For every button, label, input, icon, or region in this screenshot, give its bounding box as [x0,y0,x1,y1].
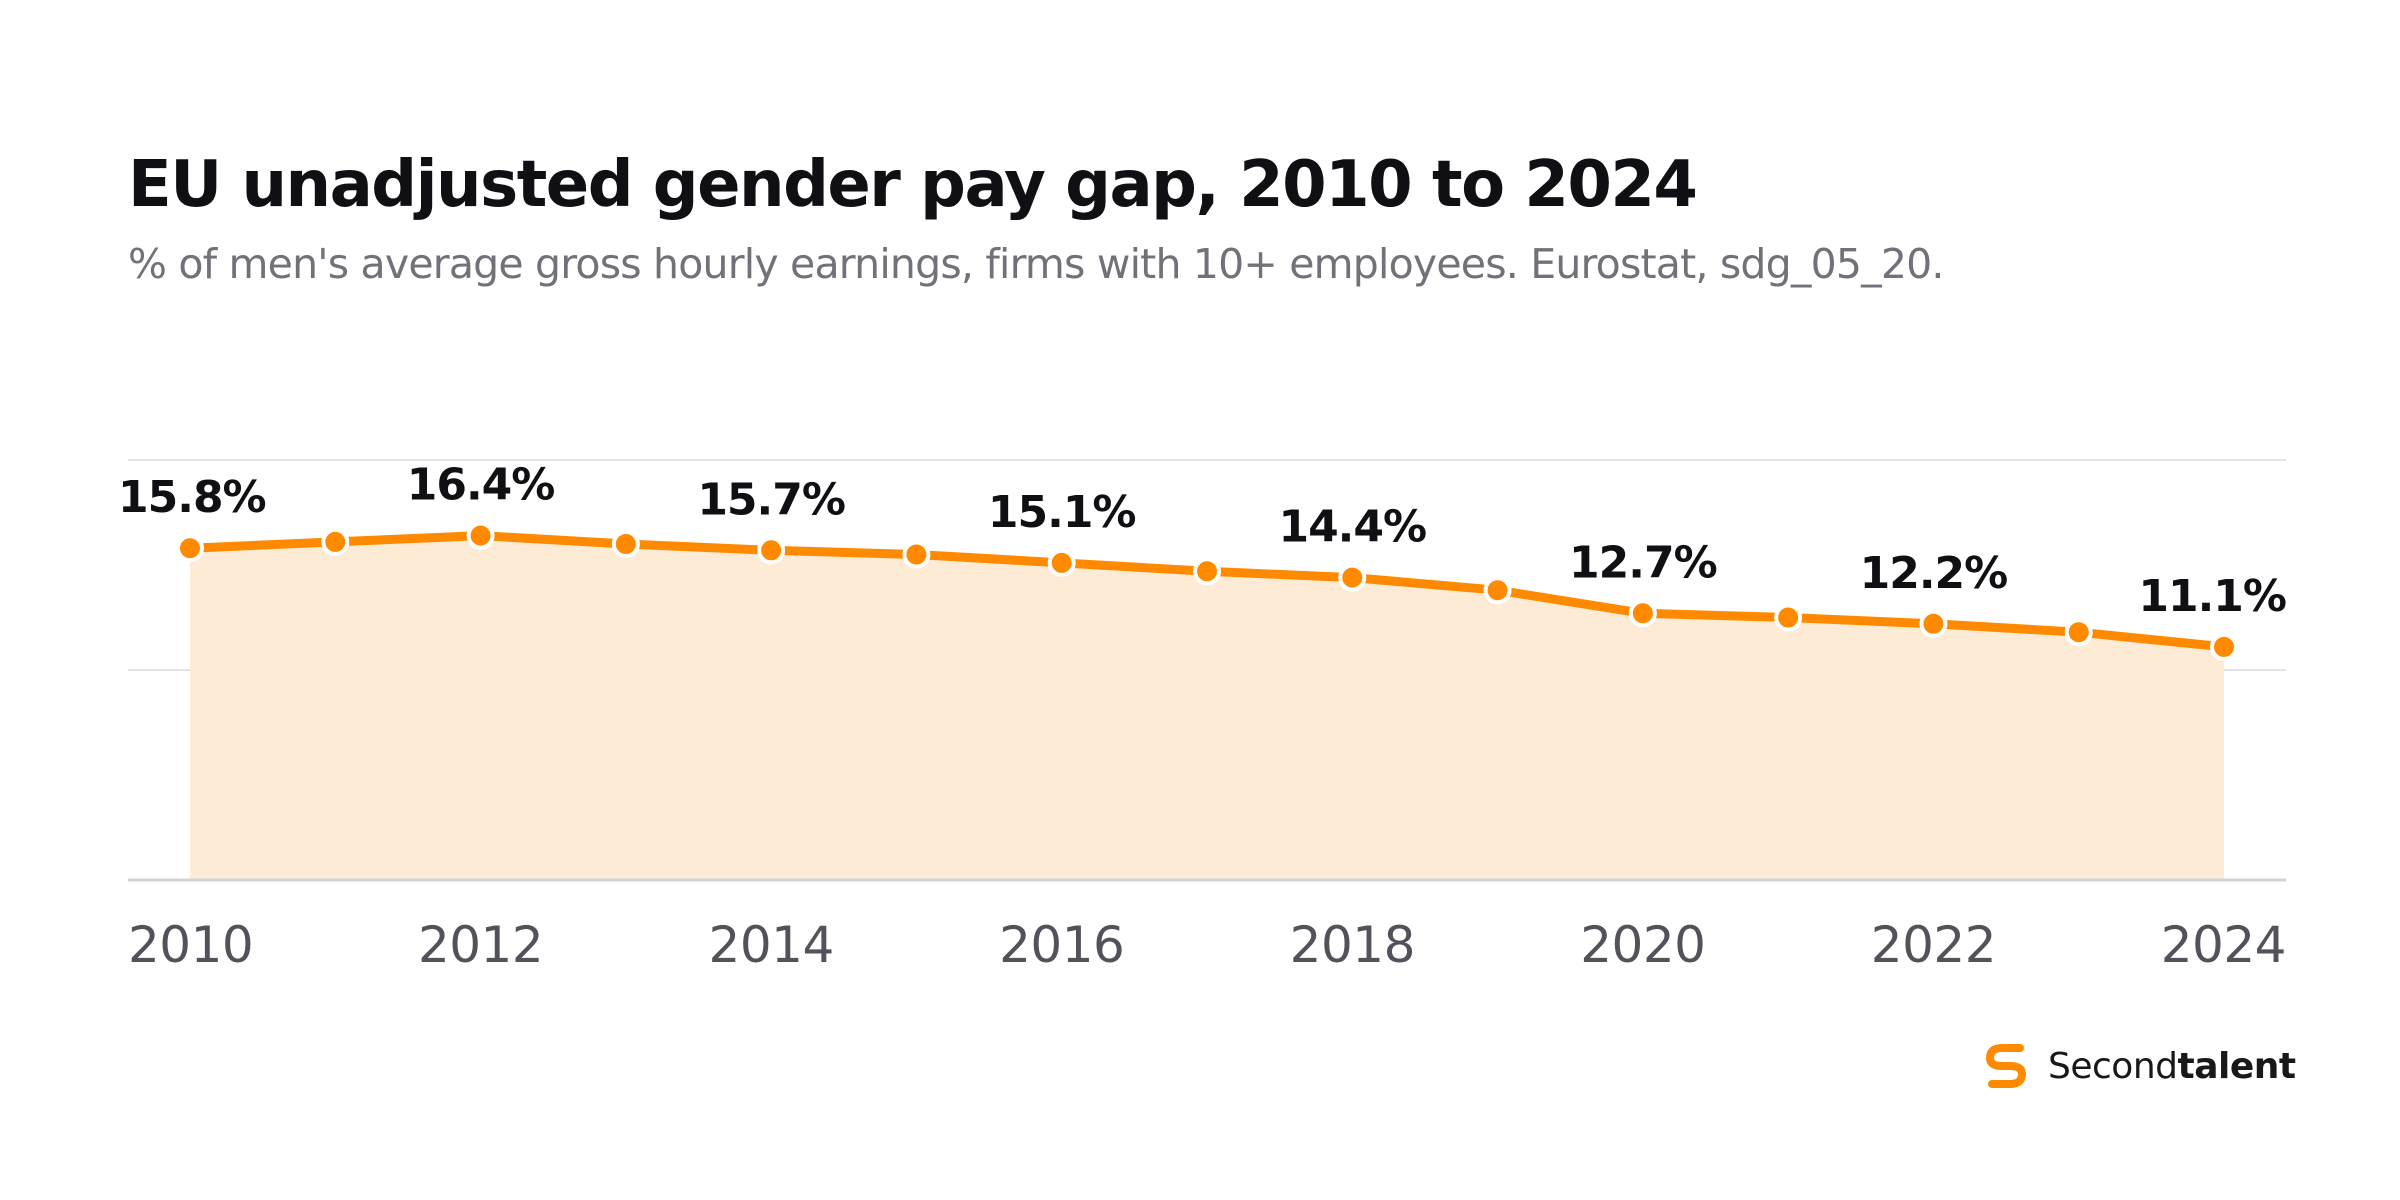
secondtalent-logo-icon [1986,1044,2026,1088]
data-label-2016: 15.1% [988,487,1136,538]
brand-name-regular: Second [2048,1045,2178,1087]
data-label-2018: 14.4% [1278,502,1426,553]
x-tick-label-2020: 2020 [1580,916,1705,974]
x-tick-label-2022: 2022 [1871,916,1996,974]
data-point-2016 [1047,548,1076,577]
x-tick-label-2010: 2010 [128,916,253,974]
data-point-2011 [321,527,350,556]
data-label-2024: 11.1% [2138,571,2286,622]
x-tick-label-2014: 2014 [709,916,834,974]
data-point-2012 [466,521,495,550]
area-fill [190,535,2224,880]
data-point-2017 [1193,557,1221,586]
data-point-2024 [2210,632,2238,661]
data-label-2010: 15.8% [118,472,266,523]
brand-logo: Secondtalent [1980,1040,2296,1092]
brand-name: Secondtalent [2048,1046,2296,1087]
data-point-2023 [2064,618,2093,647]
data-point-2022 [1919,609,1948,638]
data-point-2019 [1483,576,1512,605]
brand-name-bold: talent [2177,1045,2297,1087]
data-point-2021 [1774,603,1803,632]
data-point-2020 [1628,599,1657,628]
data-label-2014: 15.7% [697,474,845,525]
data-point-2010 [176,534,204,563]
data-point-2014 [757,536,786,565]
chart-subtitle: % of men's average gross hourly earnings… [128,240,1944,288]
data-point-2013 [611,530,640,558]
data-label-2020: 12.7% [1569,537,1717,588]
x-tick-label-2018: 2018 [1290,916,1415,974]
x-tick-label-2016: 2016 [999,916,1124,974]
x-tick-label-2012: 2012 [418,916,543,974]
data-point-2015 [902,540,931,569]
chart-title: EU unadjusted gender pay gap, 2010 to 20… [128,148,1698,222]
x-tick-label-2024: 2024 [2161,916,2286,974]
data-label-2022: 12.2% [1860,548,2008,599]
data-label-2012: 16.4% [407,460,555,511]
data-point-2018 [1338,563,1367,592]
